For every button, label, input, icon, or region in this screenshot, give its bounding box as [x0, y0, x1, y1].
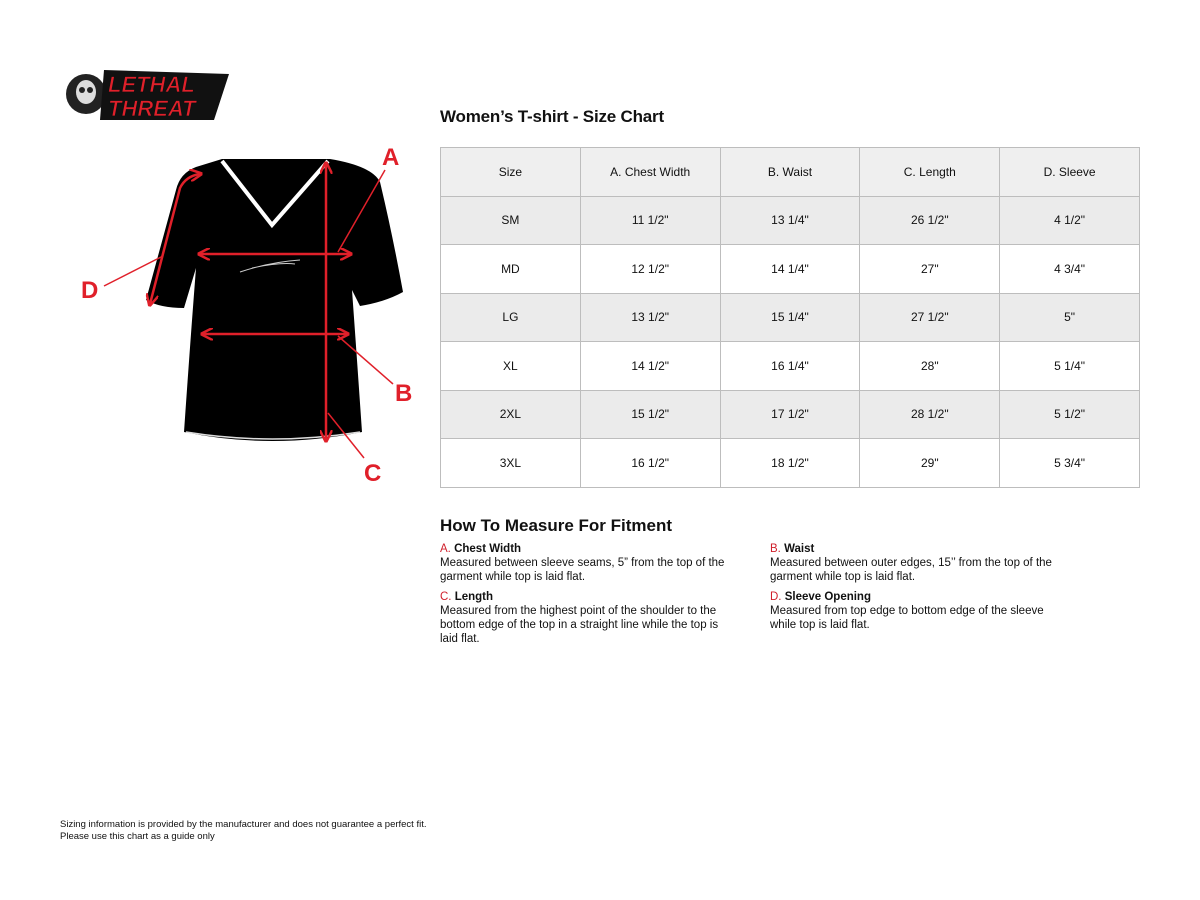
- header-cell: A. Chest Width: [579, 147, 721, 197]
- howto-name: Waist: [784, 543, 815, 555]
- measurement-cell: 26 1/2": [859, 195, 1001, 245]
- measurement-cell: 29": [859, 438, 1001, 488]
- label-d: D: [81, 277, 98, 304]
- disclaimer: Sizing information is provided by the ma…: [60, 819, 427, 843]
- howto-key: C.: [440, 591, 452, 603]
- header-cell: D. Sleeve: [999, 147, 1140, 197]
- howto-item-length: C. Length Measured from the highest poin…: [440, 590, 725, 646]
- measurement-cell: 15 1/2": [579, 389, 721, 439]
- disclaimer-line: Sizing information is provided by the ma…: [60, 819, 427, 830]
- size-chart-table: Size A. Chest Width B. Waist C. Length D…: [440, 147, 1140, 488]
- disclaimer-line: Please use this chart as a guide only: [60, 831, 215, 842]
- measurement-cell: 12 1/2": [579, 244, 721, 294]
- measurement-cell: 13 1/4": [719, 195, 861, 245]
- size-cell: SM: [440, 195, 581, 245]
- size-cell: MD: [440, 244, 581, 294]
- howto-text: Measured between outer edges, 15’’ from …: [770, 557, 1052, 583]
- measurement-cell: 16 1/2": [579, 438, 721, 488]
- measurement-cell: 17 1/2": [719, 389, 861, 439]
- size-cell: 2XL: [440, 389, 581, 439]
- table-row: SM 11 1/2" 13 1/4" 26 1/2" 4 1/2": [440, 195, 1140, 245]
- measurement-cell: 28 1/2": [859, 389, 1001, 439]
- page-title: Women’s T-shirt - Size Chart: [440, 107, 664, 126]
- measurement-cell: 13 1/2": [579, 292, 721, 342]
- measurement-cell: 27 1/2": [859, 292, 1001, 342]
- table-row: MD 12 1/2" 14 1/4" 27" 4 3/4": [440, 244, 1140, 294]
- howto-text: Measured from top edge to bottom edge of…: [770, 605, 1044, 631]
- measurement-cell: 5": [999, 292, 1140, 342]
- measurement-cell: 4 3/4": [999, 244, 1140, 294]
- table-header-row: Size A. Chest Width B. Waist C. Length D…: [440, 147, 1140, 197]
- howto-text: Measured from the highest point of the s…: [440, 605, 719, 645]
- table-row: 2XL 15 1/2" 17 1/2" 28 1/2" 5 1/2": [440, 389, 1140, 439]
- header-cell: Size: [440, 147, 581, 197]
- measurement-cell: 27": [859, 244, 1001, 294]
- table-row: XL 14 1/2" 16 1/4" 28" 5 1/4": [440, 341, 1140, 391]
- measurement-cell: 11 1/2": [579, 195, 721, 245]
- howto-name: Length: [454, 591, 494, 603]
- measurement-cell: 15 1/4": [719, 292, 861, 342]
- size-cell: XL: [440, 341, 581, 391]
- label-a: A: [382, 144, 399, 171]
- tshirt-shape: [146, 159, 403, 441]
- howto-item-waist: B. Waist Measured between outer edges, 1…: [770, 542, 1070, 584]
- measurement-cell: 14 1/4": [719, 244, 861, 294]
- howto-text: Measured between sleeve seams, 5” from t…: [440, 557, 725, 583]
- howto-title: How To Measure For Fitment: [440, 516, 673, 535]
- measurement-cell: 18 1/2": [719, 438, 861, 488]
- howto-key: A.: [440, 543, 451, 555]
- howto-name: Sleeve Opening: [784, 591, 871, 603]
- measurement-cell: 5 1/2": [999, 389, 1140, 439]
- measurement-cell: 5 1/4": [999, 341, 1140, 391]
- svg-text:LETHAL: LETHAL: [108, 72, 195, 97]
- table-row: LG 13 1/2" 15 1/4" 27 1/2" 5": [440, 292, 1140, 342]
- howto-item-sleeve: D. Sleeve Opening Measured from top edge…: [770, 590, 1070, 632]
- svg-text:THREAT: THREAT: [108, 96, 197, 121]
- table-row: 3XL 16 1/2" 18 1/2" 29" 5 3/4": [440, 438, 1140, 488]
- header-cell: C. Length: [859, 147, 1001, 197]
- measurement-cell: 16 1/4": [719, 341, 861, 391]
- size-cell: 3XL: [440, 438, 581, 488]
- measurement-cell: 4 1/2": [999, 195, 1140, 245]
- lethal-threat-logo: LETHAL THREAT: [66, 70, 229, 121]
- howto-item-chest: A. Chest Width Measured between sleeve s…: [440, 542, 740, 584]
- tshirt-measurement-diagram: A B C D: [81, 144, 412, 487]
- sleeve-arrow: [150, 174, 200, 304]
- label-b: B: [395, 380, 412, 407]
- howto-key: D.: [770, 591, 782, 603]
- label-c: C: [364, 460, 381, 487]
- measurement-cell: 14 1/2": [579, 341, 721, 391]
- size-cell: LG: [440, 292, 581, 342]
- howto-key: B.: [770, 543, 781, 555]
- howto-name: Chest Width: [454, 543, 522, 555]
- measurement-cell: 28": [859, 341, 1001, 391]
- measurement-cell: 5 3/4": [999, 438, 1140, 488]
- header-cell: B. Waist: [719, 147, 861, 197]
